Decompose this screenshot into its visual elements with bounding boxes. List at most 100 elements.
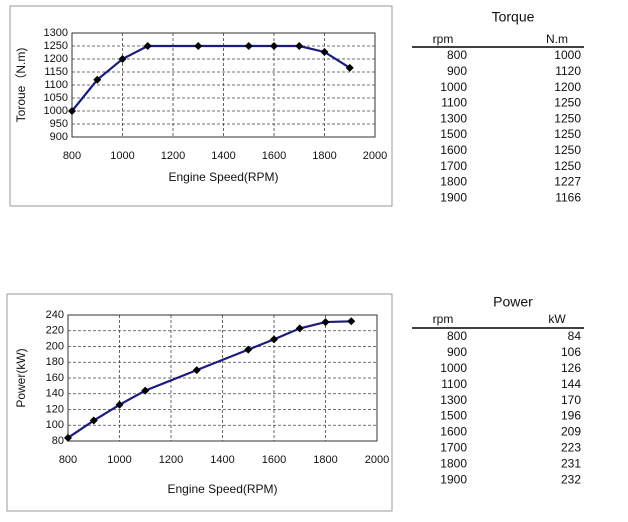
table-cell: 1800 bbox=[440, 456, 467, 470]
y-tick-label: 100 bbox=[46, 419, 64, 431]
data-point bbox=[115, 400, 124, 409]
x-tick-label: 800 bbox=[59, 454, 77, 466]
table-cell: 1120 bbox=[555, 64, 581, 78]
x-tick-label: 800 bbox=[63, 150, 81, 162]
table-cell: 1600 bbox=[440, 425, 467, 439]
y-tick-label: 1000 bbox=[44, 105, 68, 117]
data-line bbox=[71, 44, 351, 112]
y-tick-label: 1050 bbox=[44, 92, 68, 104]
x-tick-label: 1800 bbox=[312, 150, 336, 162]
x-axis-label: Engine Speed(RPM) bbox=[168, 170, 278, 184]
table-cell: 126 bbox=[561, 361, 581, 375]
table-cell: 223 bbox=[561, 440, 581, 454]
y-tick-label: 200 bbox=[46, 340, 64, 352]
table-title: Torque bbox=[492, 9, 535, 25]
table-cell: 1250 bbox=[554, 111, 581, 125]
x-tick-label: 1800 bbox=[313, 454, 337, 466]
y-tick-label: 1250 bbox=[44, 40, 68, 52]
table-cell: 1200 bbox=[554, 80, 581, 94]
column-header: kW bbox=[548, 312, 566, 326]
y-tick-label: 160 bbox=[46, 372, 64, 384]
table-cell: 84 bbox=[568, 329, 582, 343]
plot-border bbox=[71, 32, 376, 138]
table-cell: 900 bbox=[447, 64, 467, 78]
table-cell: 1250 bbox=[554, 159, 581, 173]
x-tick-label: 1600 bbox=[262, 454, 286, 466]
table-cell: 900 bbox=[447, 345, 467, 359]
table-cell: 800 bbox=[447, 329, 467, 343]
x-tick-label: 1000 bbox=[110, 150, 134, 162]
y-tick-label: 950 bbox=[50, 118, 68, 130]
table-cell: 1250 bbox=[554, 127, 581, 141]
data-point bbox=[194, 42, 203, 50]
y-tick-label: 240 bbox=[46, 309, 64, 321]
data-point bbox=[192, 366, 201, 375]
data-point bbox=[320, 47, 329, 56]
y-tick-label: 1100 bbox=[44, 79, 68, 91]
data-point bbox=[347, 317, 356, 326]
data-point bbox=[93, 75, 102, 84]
column-header: N.m bbox=[546, 32, 568, 46]
table-cell: 1000 bbox=[440, 80, 467, 94]
data-point bbox=[89, 416, 98, 425]
table-cell: 1250 bbox=[554, 96, 581, 110]
table-cell: 1800 bbox=[440, 175, 467, 189]
x-tick-label: 1200 bbox=[161, 150, 185, 162]
table-cell: 1700 bbox=[440, 440, 467, 454]
table-cell: 800 bbox=[447, 48, 467, 62]
y-tick-label: 180 bbox=[46, 356, 64, 368]
table-cell: 1500 bbox=[440, 409, 467, 423]
table-cell: 1000 bbox=[554, 48, 581, 62]
table-cell: 231 bbox=[561, 456, 581, 470]
y-tick-label: 80 bbox=[52, 435, 64, 447]
data-point bbox=[295, 324, 304, 333]
table-cell: 106 bbox=[561, 345, 581, 359]
data-point bbox=[141, 386, 150, 395]
table-cell: 1700 bbox=[440, 159, 467, 173]
x-tick-label: 1400 bbox=[211, 150, 235, 162]
x-tick-label: 1600 bbox=[262, 150, 286, 162]
table-title: Power bbox=[493, 294, 533, 310]
x-tick-label: 2000 bbox=[365, 454, 389, 466]
table-cell: 1900 bbox=[440, 190, 467, 204]
y-axis-label: Power(kW) bbox=[14, 348, 28, 407]
data-point bbox=[64, 433, 72, 442]
table-cell: 1600 bbox=[440, 143, 467, 157]
data-point bbox=[244, 42, 253, 50]
y-axis-label: Toroue（N.m) bbox=[14, 48, 28, 123]
column-header: rpm bbox=[433, 312, 454, 326]
table-cell: 170 bbox=[561, 393, 581, 407]
x-tick-label: 1000 bbox=[107, 454, 131, 466]
x-axis-label: Engine Speed(RPM) bbox=[167, 482, 277, 496]
table-cell: 1250 bbox=[554, 143, 581, 157]
data-point bbox=[270, 335, 278, 344]
data-point bbox=[345, 63, 354, 72]
y-tick-label: 1150 bbox=[44, 66, 68, 78]
table-cell: 1500 bbox=[440, 127, 467, 141]
data-point bbox=[68, 107, 76, 115]
data-point bbox=[118, 55, 127, 63]
plot-border bbox=[67, 314, 378, 442]
y-tick-label: 120 bbox=[46, 403, 64, 415]
data-point bbox=[244, 345, 253, 354]
data-point bbox=[321, 318, 330, 327]
y-tick-label: 220 bbox=[46, 325, 64, 337]
y-tick-label: 900 bbox=[50, 131, 68, 143]
table-cell: 1227 bbox=[554, 175, 581, 189]
x-tick-label: 2000 bbox=[363, 150, 387, 162]
data-point bbox=[143, 42, 152, 50]
table-cell: 196 bbox=[561, 409, 581, 423]
table-cell: 209 bbox=[561, 425, 581, 439]
y-tick-label: 1200 bbox=[44, 53, 68, 65]
y-tick-label: 1300 bbox=[44, 27, 68, 39]
table-cell: 1100 bbox=[441, 96, 467, 110]
table-cell: 1300 bbox=[440, 111, 467, 125]
x-tick-label: 1400 bbox=[210, 454, 234, 466]
table-cell: 1166 bbox=[555, 190, 581, 204]
x-tick-label: 1200 bbox=[159, 454, 183, 466]
table-cell: 1000 bbox=[440, 361, 467, 375]
data-point bbox=[295, 42, 304, 50]
y-tick-label: 140 bbox=[46, 388, 64, 400]
table-cell: 1300 bbox=[440, 393, 467, 407]
